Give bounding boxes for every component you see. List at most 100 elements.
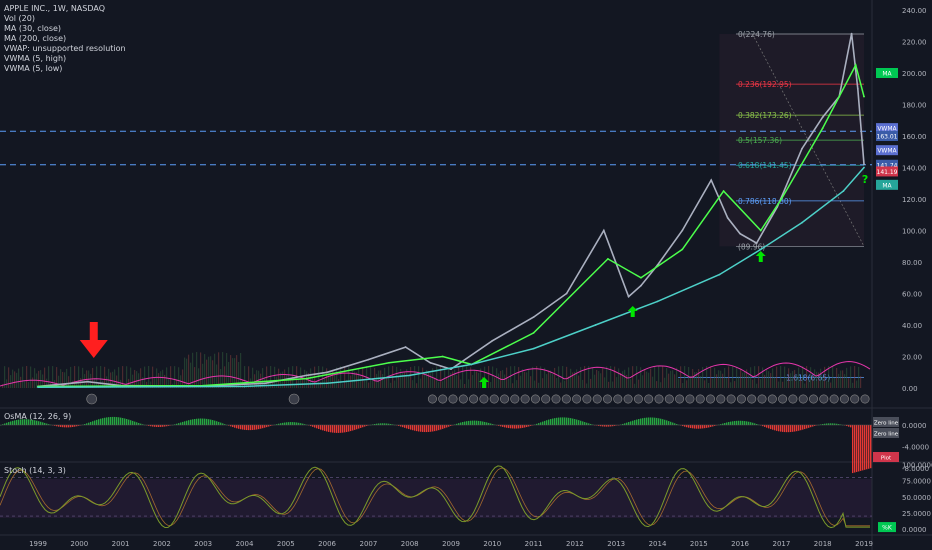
osma-bar [566,417,568,425]
osma-bar [800,425,802,431]
osma-bar [276,424,278,425]
x-tick-label: 2009 [442,540,460,548]
osma-bar [190,419,192,425]
earnings-marker [716,394,726,404]
volume-bar [582,379,584,388]
volume-bar [702,366,704,388]
osma-bar [522,425,524,428]
volume-bar [498,373,500,388]
up-arrow-icon [755,251,766,262]
volume-bar [560,382,562,388]
legend-line: MA (30, close) [4,24,62,33]
osma-bar [674,423,676,425]
osma-bar [756,423,758,425]
osma-bar [6,422,8,425]
volume-bar [194,367,196,388]
osma-bar [490,423,492,425]
volume-bar [574,371,576,388]
osma-bar [472,420,474,425]
volume-bar [238,361,240,388]
osma-bar [648,417,650,425]
x-tick-label: 2016 [731,540,749,548]
osma-bar [348,425,350,432]
osma-bar [194,418,196,425]
x-tick-label: 2017 [772,540,790,548]
osma-tag [873,428,899,438]
volume-bar [826,380,828,388]
volume-bar [782,381,784,388]
volume-bar [232,358,234,388]
osma-bar [696,425,698,429]
volume-bar [136,371,138,388]
osma-bar [864,425,866,470]
osma-tag-label: Plot [881,456,892,462]
osma-bar [330,425,332,433]
volume-bar [8,367,10,388]
volume-bar [262,368,264,388]
osma-bar [206,418,208,425]
osma-bar [418,425,420,432]
osma-bar [334,425,336,433]
osma-bar [474,420,476,425]
y-tick-label: 80.00 [902,259,922,267]
volume-bar [842,370,844,388]
volume-bar [132,374,134,388]
osma-bar [854,425,856,473]
earnings-marker [623,394,633,404]
volume-bar [38,370,40,388]
volume-bar [96,366,98,388]
osma-bar [768,425,770,429]
osma-bar [862,425,864,471]
osma-bar [752,422,754,425]
osma-bar [714,425,716,426]
volume-bar [802,366,804,388]
volume-bar [406,369,408,388]
volume-bar [336,367,338,388]
volume-bar [430,373,432,388]
osma-bar [584,422,586,425]
osma-bar [580,420,582,425]
volume-bar [192,352,194,388]
volume-bar [402,372,404,388]
volume-bar [294,383,296,388]
volume-bar [822,376,824,388]
fib-level-label: 0.236(192.95) [738,80,792,89]
osma-bar [356,425,358,430]
earnings-marker [613,394,623,404]
osma-bar [406,425,408,429]
osma-bar [180,422,182,425]
volume-bar [400,368,402,388]
osma-bar [538,423,540,425]
earnings-marker [500,394,510,404]
volume-bar [292,366,294,388]
volume-bar [586,383,588,388]
volume-bar [274,366,276,388]
osma-bar [326,425,328,432]
volume-bar [200,352,202,388]
osma-bar [450,425,452,426]
osma-bar [766,425,768,428]
osma-bar [392,424,394,425]
osma-bar [516,425,518,429]
osma-bar [300,423,302,425]
osma-bar [14,420,16,425]
volume-bar [640,367,642,388]
osma-bar [228,425,230,426]
y-tick-label: 200.00 [902,70,927,78]
volume-bar [584,366,586,388]
volume-bar [284,369,286,388]
volume-bar [656,381,658,388]
volume-bar [846,367,848,388]
osma-bar [302,423,304,425]
osma-bar [192,419,194,425]
osma-bar [66,425,68,428]
osma-bar [140,423,142,425]
volume-bar [592,367,594,388]
volume-bar [602,368,604,388]
volume-bar [30,366,32,388]
volume-bar [540,366,542,388]
osma-bar [552,418,554,425]
legend-line: MA (200, close) [4,34,67,43]
osma-bar [402,425,404,428]
earnings-marker [736,394,746,404]
